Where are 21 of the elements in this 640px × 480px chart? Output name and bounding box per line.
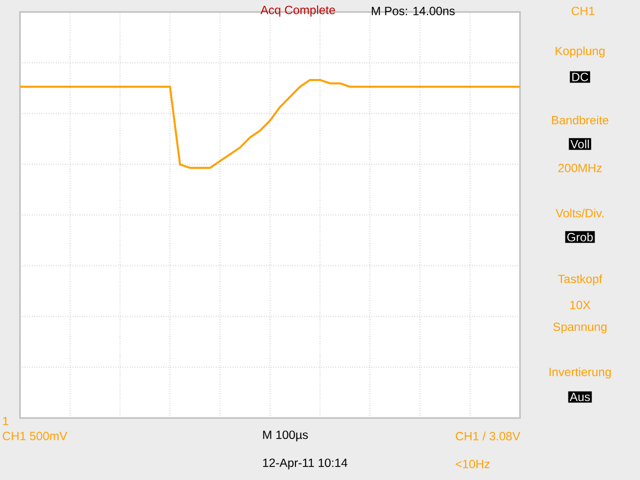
text: Acq Complete	[260, 5, 335, 17]
text: Voll	[570, 140, 589, 148]
text: M 100µs	[263, 430, 308, 442]
text: CH1 500mV	[2, 432, 68, 440]
text: Kopplung	[556, 46, 604, 58]
text: M Pos: 14.00ns	[372, 6, 455, 16]
text: Invertierung	[550, 367, 611, 379]
text: Aus	[570, 392, 590, 402]
text: Bandbreite	[552, 116, 608, 124]
text: Volts/Div.	[556, 208, 604, 218]
text: DC	[572, 72, 588, 82]
text: <10Hz	[456, 460, 490, 468]
text: CH1 / 3.08V	[456, 432, 520, 440]
text: Spannung	[553, 322, 606, 334]
text: 200MHz	[558, 164, 602, 172]
text: Grob	[567, 232, 593, 242]
text: 12-Apr-11 10:14	[263, 458, 348, 470]
text: CH1	[572, 6, 594, 16]
text: Tastkopf	[558, 274, 602, 286]
text: 10X	[570, 300, 590, 310]
text: 1	[3, 416, 8, 426]
